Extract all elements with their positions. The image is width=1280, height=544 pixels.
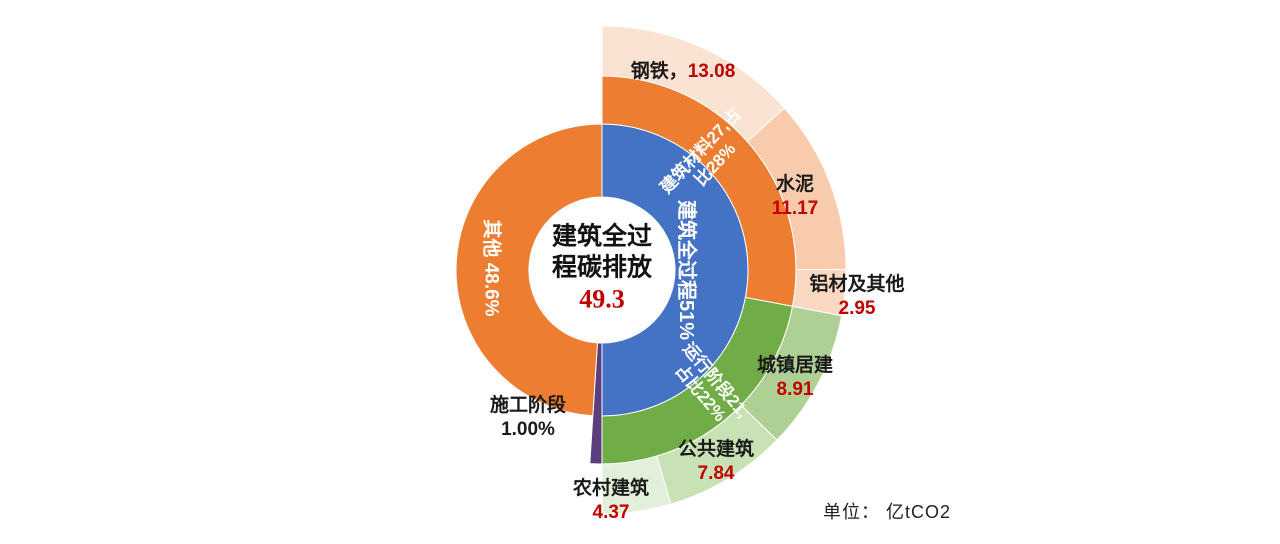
ring-label-whole: 建筑全过程51% — [675, 200, 699, 340]
label-cement: 水泥 — [776, 173, 814, 195]
label-aluminum: 铝材及其他 — [809, 272, 904, 295]
chart-center-label: 建筑全过 程碳排放 49.3 — [552, 222, 652, 315]
center-title-line1: 建筑全过 — [551, 223, 653, 251]
label-public: 公共建筑 — [678, 437, 754, 460]
label-rural: 农村建筑 — [572, 476, 649, 499]
value-aluminum: 2.95 — [839, 298, 876, 319]
value-urban: 8.91 — [777, 379, 814, 400]
center-title-line2: 程碳排放 — [551, 254, 653, 282]
label-steel: 钢铁，13.08 — [631, 59, 736, 82]
value-public: 7.84 — [698, 463, 735, 484]
segment-rural — [601, 455, 672, 515]
ring-label-other: 其他 48.6% — [480, 219, 503, 316]
value-cement: 11.17 — [772, 198, 819, 219]
value-rural: 4.37 — [593, 502, 630, 523]
label-construction: 施工阶段 — [490, 393, 567, 416]
label-urban: 城镇居建 — [757, 353, 833, 376]
value-construction: 1.00% — [501, 419, 555, 440]
segment-other — [455, 123, 603, 417]
unit-note: 单位： 亿tCO2 — [823, 502, 952, 522]
center-value: 49.3 — [579, 284, 625, 314]
